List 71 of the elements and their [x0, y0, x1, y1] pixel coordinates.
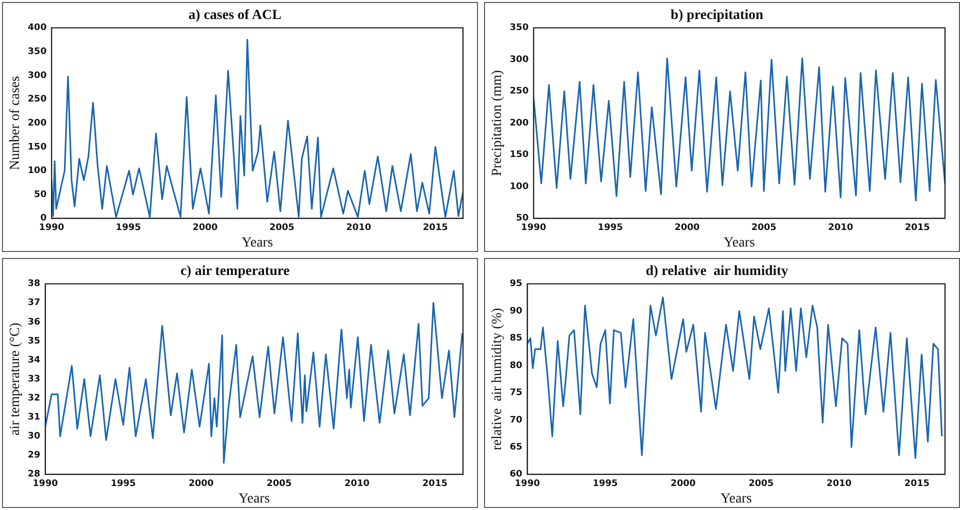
- x-tick-label: 2000: [674, 223, 700, 234]
- x-tick-label: 2015: [422, 479, 448, 490]
- x-axis-title: Years: [724, 235, 755, 250]
- y-tick-label: 200: [28, 118, 47, 128]
- x-tick-label: 2015: [422, 223, 448, 234]
- y-axis-title: Precipitation (mm): [490, 70, 506, 176]
- x-axis-title: Years: [238, 491, 270, 506]
- x-tick-label: 2005: [748, 479, 774, 490]
- y-tick-label: 31: [28, 412, 40, 423]
- y-tick-label: 28: [28, 470, 40, 480]
- y-tick-label: 350: [510, 23, 529, 34]
- y-tick-label: 150: [510, 150, 529, 160]
- x-tick-label: 1990: [514, 479, 540, 490]
- x-tick-label: 2000: [670, 479, 696, 490]
- x-tick-label: 2015: [904, 223, 930, 234]
- y-tick-label: 95: [510, 279, 522, 290]
- y-tick-label: 350: [28, 46, 47, 57]
- y-tick-label: 80: [510, 360, 522, 371]
- chart-title: a) cases of ACL: [188, 8, 282, 24]
- x-tick-label: 2010: [826, 479, 852, 490]
- y-tick-label: 50: [34, 190, 47, 200]
- x-tick-label: 1990: [521, 223, 546, 234]
- y-tick-label: 30: [28, 432, 40, 442]
- y-tick-label: 38: [28, 279, 40, 290]
- x-axis-title: Years: [720, 491, 752, 506]
- x-axis-title: Years: [242, 235, 273, 250]
- y-tick-label: 29: [28, 450, 40, 461]
- x-tick-label: 1990: [39, 223, 64, 234]
- y-tick-label: 85: [510, 334, 522, 344]
- x-tick-label: 2005: [751, 223, 776, 234]
- y-tick-label: 90: [510, 306, 522, 316]
- y-tick-label: 400: [28, 23, 47, 34]
- y-axis-title: relative air humidity (%): [490, 308, 506, 450]
- x-tick-label: 2010: [346, 223, 372, 234]
- x-tick-label: 1995: [116, 223, 141, 234]
- x-tick-label: 2000: [192, 223, 218, 234]
- chart-title: b) precipitation: [670, 8, 764, 24]
- y-tick-label: 150: [28, 142, 47, 152]
- y-tick-label: 75: [510, 388, 522, 398]
- y-tick-label: 200: [510, 118, 529, 128]
- x-tick-label: 2005: [269, 223, 294, 234]
- y-tick-label: 300: [510, 54, 529, 65]
- x-tick-label: 2015: [904, 479, 930, 490]
- y-tick-label: 36: [28, 317, 40, 328]
- x-tick-label: 2010: [828, 223, 854, 234]
- y-tick-label: 35: [28, 336, 40, 346]
- x-tick-label: 2000: [188, 479, 214, 490]
- chart-title: c) air temperature: [180, 264, 290, 280]
- y-tick-label: 32: [28, 394, 40, 404]
- x-tick-label: 2010: [344, 479, 370, 490]
- x-tick-label: 1995: [110, 479, 136, 490]
- y-tick-label: 300: [28, 70, 47, 81]
- x-tick-label: 1995: [598, 223, 623, 234]
- y-tick-label: 100: [510, 182, 529, 192]
- y-tick-label: 250: [28, 94, 47, 105]
- y-axis-title: air temperature (°C): [8, 322, 24, 436]
- y-tick-label: 70: [510, 415, 522, 426]
- y-tick-label: 50: [516, 214, 529, 224]
- x-tick-label: 1990: [32, 479, 58, 490]
- y-tick-label: 34: [28, 355, 40, 366]
- y-tick-label: 37: [28, 298, 40, 308]
- y-tick-label: 0: [40, 214, 47, 224]
- x-tick-label: 2005: [266, 479, 292, 490]
- chart-title: d) relative air humidity: [646, 264, 788, 280]
- y-tick-label: 65: [510, 442, 522, 453]
- y-axis-title: Number of cases: [8, 76, 24, 170]
- y-tick-label: 250: [510, 86, 529, 97]
- x-tick-label: 1995: [592, 479, 618, 490]
- y-tick-label: 100: [28, 166, 47, 176]
- y-tick-label: 60: [510, 470, 522, 480]
- y-tick-label: 33: [28, 374, 40, 384]
